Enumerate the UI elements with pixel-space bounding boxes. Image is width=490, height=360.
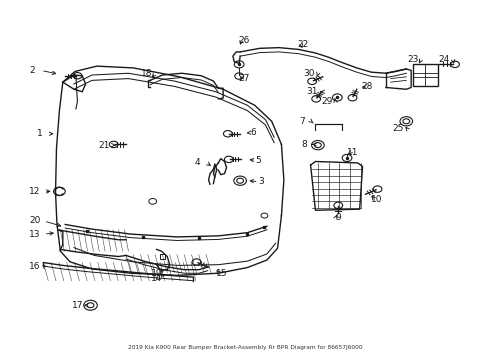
Text: 13: 13 [29, 230, 41, 239]
Text: 8: 8 [301, 140, 307, 149]
Text: 25: 25 [392, 124, 404, 133]
Text: 31: 31 [306, 87, 318, 96]
Text: 22: 22 [297, 40, 309, 49]
Text: 6: 6 [250, 128, 256, 137]
Text: 2: 2 [29, 66, 35, 75]
Text: 28: 28 [362, 82, 373, 91]
Text: 14: 14 [151, 274, 162, 283]
Text: 20: 20 [29, 216, 41, 225]
Text: 17: 17 [72, 301, 83, 310]
FancyBboxPatch shape [413, 64, 438, 86]
Text: 19: 19 [151, 269, 162, 278]
Text: 12: 12 [29, 187, 41, 196]
Text: 21: 21 [98, 141, 110, 150]
Text: 7: 7 [299, 117, 305, 126]
Text: 2019 Kia K900 Rear Bumper Bracket-Assembly Rr BPR Diagram for 86657J6000: 2019 Kia K900 Rear Bumper Bracket-Assemb… [128, 345, 362, 350]
Text: 4: 4 [195, 158, 201, 167]
Text: 23: 23 [407, 54, 418, 63]
Text: 16: 16 [29, 262, 41, 271]
Text: 29: 29 [321, 97, 332, 106]
Text: 11: 11 [347, 148, 359, 157]
Text: 30: 30 [303, 69, 315, 78]
Text: 9: 9 [335, 213, 341, 222]
Text: 26: 26 [238, 36, 250, 45]
Text: 10: 10 [371, 195, 383, 204]
Text: 1: 1 [37, 129, 42, 138]
Text: 27: 27 [238, 74, 250, 83]
Text: 5: 5 [256, 156, 262, 165]
Text: 24: 24 [439, 54, 450, 63]
Text: 15: 15 [216, 269, 227, 278]
Text: 18: 18 [141, 69, 152, 78]
Text: 3: 3 [258, 177, 264, 186]
